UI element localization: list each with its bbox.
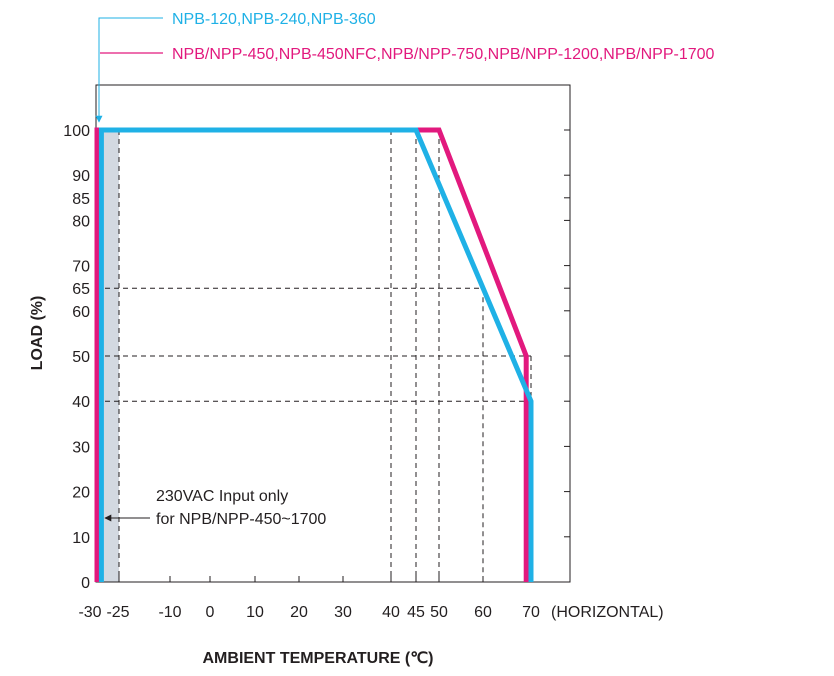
x-tick-label: 0 — [206, 604, 215, 621]
annotation-line-1: 230VAC Input only — [156, 488, 288, 505]
y-tick-label: 80 — [72, 213, 90, 230]
y-tick-label: 10 — [72, 530, 90, 547]
legend-line-cyan — [95, 17, 163, 123]
x-axis-suffix: (HORIZONTAL) — [551, 604, 664, 621]
x-tick-label: 50 — [430, 604, 448, 621]
annotation: 230VAC Input only for NPB/NPP-450~1700 — [104, 488, 326, 528]
y-tick-label: 40 — [72, 394, 90, 411]
y-tick-label: 90 — [72, 168, 90, 185]
series-line-magenta — [94, 127, 529, 582]
x-tick-label: 60 — [474, 604, 492, 621]
x-tick-label: -30 — [78, 604, 101, 621]
x-tick-label: 30 — [334, 604, 352, 621]
x-axis-title: AMBIENT TEMPERATURE (℃) — [203, 650, 434, 667]
x-tick-label: -25 — [106, 604, 129, 621]
y-tick-label: 65 — [72, 281, 90, 298]
y-tick-label: 85 — [72, 191, 90, 208]
legend: NPB-120,NPB-240,NPB-360 NPB/NPP-450,NPB-… — [95, 11, 715, 123]
y-tick-label: 60 — [72, 304, 90, 321]
legend-label-magenta: NPB/NPP-450,NPB-450NFC,NPB/NPP-750,NPB/N… — [172, 46, 715, 63]
x-tick-label: 10 — [246, 604, 264, 621]
series-lines — [94, 127, 534, 582]
y-tick-label: 70 — [72, 259, 90, 276]
x-tick-label: 20 — [290, 604, 308, 621]
plot-frame — [95, 84, 571, 583]
legend-label-cyan: NPB-120,NPB-240,NPB-360 — [172, 11, 376, 28]
y-tick-label: 100 — [63, 123, 90, 140]
y-tick-label: 20 — [72, 485, 90, 502]
x-axis-ticks: -30 -25 -10 0 10 20 30 40 45 50 60 70 — [78, 576, 540, 621]
series-line-cyan — [98, 127, 534, 582]
x-tick-label: -10 — [158, 604, 181, 621]
y-tick-label: 0 — [81, 575, 90, 592]
guide-lines — [96, 130, 532, 582]
y-tick-label: 50 — [72, 349, 90, 366]
annotation-line-2: for NPB/NPP-450~1700 — [156, 511, 326, 528]
x-tick-label: 40 — [382, 604, 400, 621]
y-axis-title: LOAD (%) — [29, 296, 46, 371]
x-tick-label: 45 — [407, 604, 425, 621]
x-tick-label: 70 — [522, 604, 540, 621]
y-tick-label: 30 — [72, 439, 90, 456]
